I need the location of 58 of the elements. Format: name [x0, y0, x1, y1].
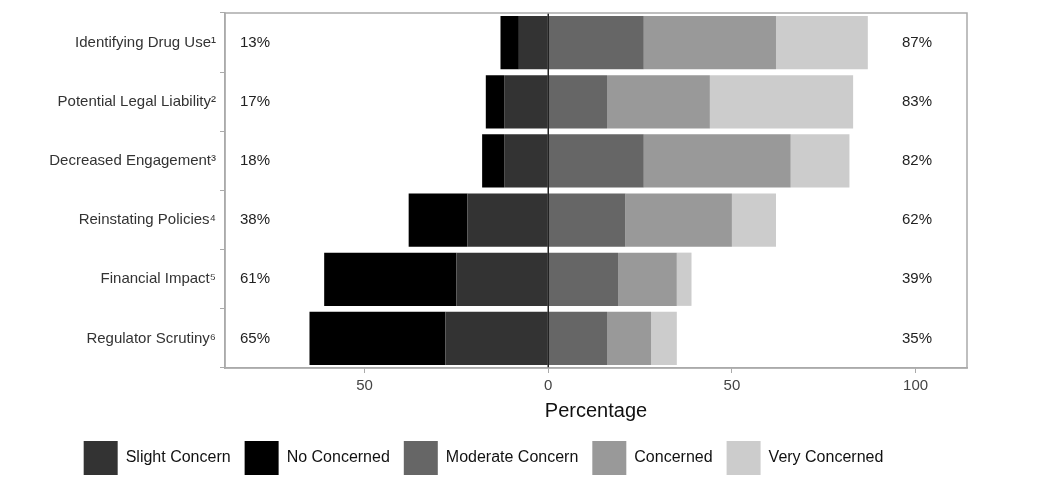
annotation: 65% — [239, 328, 271, 346]
bar — [775, 15, 868, 70]
legend-label: Concerned — [634, 448, 713, 466]
bar — [548, 193, 626, 247]
annotation: 39% — [901, 269, 933, 287]
bar — [651, 311, 677, 366]
bar — [548, 311, 608, 366]
annotation: 82% — [901, 151, 933, 169]
bar — [408, 193, 468, 247]
bar — [500, 15, 519, 70]
legend-label: Slight Concern — [125, 448, 231, 466]
y-tick-label: Regulator Scrutiny⁶ — [86, 328, 216, 346]
y-tick-label: Identifying Drug Use¹ — [75, 32, 216, 50]
annotation: 38% — [239, 210, 271, 228]
legend-label: Moderate Concern — [445, 448, 579, 466]
y-tick-label: Decreased Engagement³ — [49, 151, 216, 169]
bar — [504, 134, 548, 188]
bar — [676, 252, 692, 306]
legend-label: Very Concerned — [768, 448, 884, 466]
bar — [607, 311, 652, 366]
bar — [456, 252, 548, 306]
bar — [482, 134, 505, 188]
bar — [467, 193, 548, 247]
annotation: 83% — [901, 91, 933, 109]
annotation: 13% — [239, 32, 271, 50]
bar — [625, 193, 732, 247]
bar — [309, 311, 446, 366]
annotation: 62% — [901, 210, 933, 228]
x-axis-title: Percentage — [544, 398, 648, 421]
y-tick-label: Reinstating Policies⁴ — [78, 210, 216, 228]
bar — [324, 252, 457, 306]
bar — [607, 75, 710, 129]
y-tick-label: Potential Legal Liability² — [57, 91, 216, 109]
bar — [548, 15, 644, 70]
annotation: 17% — [239, 91, 271, 109]
bar — [709, 75, 854, 129]
bar — [548, 134, 644, 188]
x-tick-label: 0 — [544, 376, 553, 394]
bar — [518, 15, 548, 70]
bar — [643, 15, 776, 70]
bar — [445, 311, 548, 366]
bar — [731, 193, 776, 247]
annotation: 61% — [239, 269, 271, 287]
bar — [618, 252, 677, 306]
legend-label: No Concerned — [286, 448, 390, 466]
bar — [485, 75, 505, 129]
x-tick-label: 100 — [903, 376, 929, 394]
y-tick-label: Financial Impact⁵ — [100, 269, 216, 287]
bar — [790, 134, 850, 188]
x-tick-label: 50 — [356, 376, 373, 394]
annotation: 18% — [239, 151, 271, 169]
x-tick-label: 50 — [723, 376, 741, 394]
bar — [504, 75, 548, 129]
annotation: 87% — [901, 32, 933, 50]
annotation: 35% — [901, 328, 933, 346]
bar — [548, 252, 619, 306]
bar — [548, 75, 608, 129]
bar — [643, 134, 791, 188]
